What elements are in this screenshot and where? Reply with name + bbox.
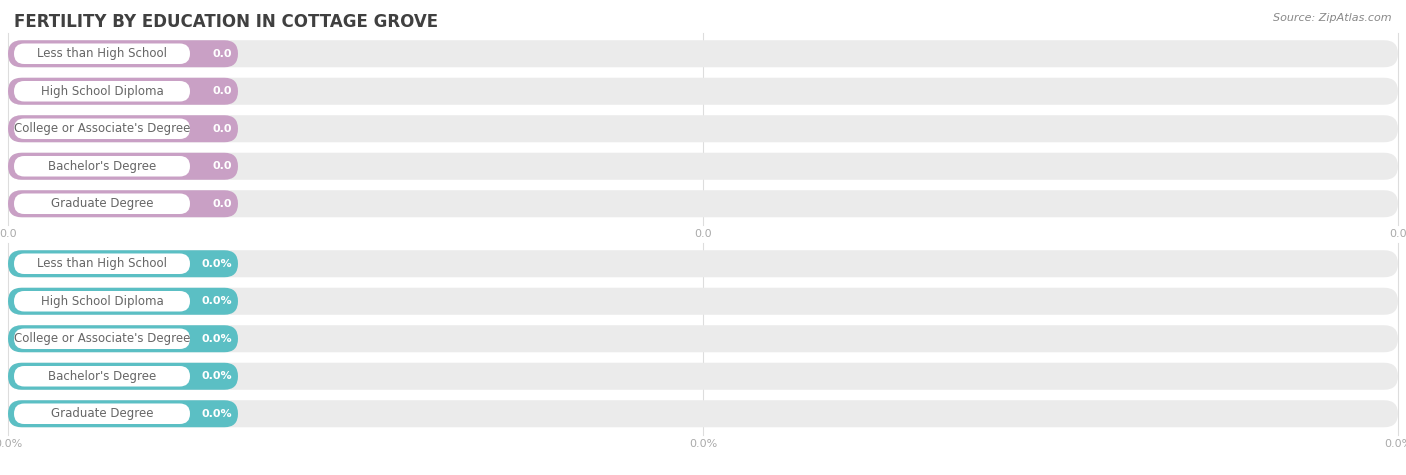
FancyBboxPatch shape (14, 193, 190, 214)
FancyBboxPatch shape (8, 400, 1398, 427)
Text: Bachelor's Degree: Bachelor's Degree (48, 370, 156, 383)
FancyBboxPatch shape (8, 153, 1398, 180)
Text: 0.0: 0.0 (695, 229, 711, 239)
FancyBboxPatch shape (8, 288, 1398, 315)
Text: 0.0: 0.0 (212, 161, 232, 171)
Text: 0.0%: 0.0% (201, 371, 232, 381)
FancyBboxPatch shape (14, 44, 190, 64)
FancyBboxPatch shape (8, 250, 1398, 277)
Text: High School Diploma: High School Diploma (41, 85, 163, 98)
FancyBboxPatch shape (8, 115, 238, 142)
Text: 0.0%: 0.0% (1384, 439, 1406, 449)
Text: Graduate Degree: Graduate Degree (51, 197, 153, 210)
Text: 0.0: 0.0 (212, 199, 232, 209)
FancyBboxPatch shape (14, 118, 190, 139)
Text: 0.0: 0.0 (212, 124, 232, 134)
FancyBboxPatch shape (8, 78, 1398, 105)
FancyBboxPatch shape (8, 250, 238, 277)
FancyBboxPatch shape (8, 40, 1398, 67)
Text: Less than High School: Less than High School (37, 257, 167, 270)
Text: Source: ZipAtlas.com: Source: ZipAtlas.com (1274, 13, 1392, 23)
Text: 0.0%: 0.0% (201, 334, 232, 344)
Text: 0.0%: 0.0% (201, 259, 232, 269)
Text: Less than High School: Less than High School (37, 47, 167, 60)
Text: 0.0: 0.0 (0, 229, 17, 239)
Text: Graduate Degree: Graduate Degree (51, 407, 153, 420)
FancyBboxPatch shape (8, 190, 238, 217)
Text: 0.0: 0.0 (212, 49, 232, 59)
FancyBboxPatch shape (14, 366, 190, 387)
Text: College or Associate's Degree: College or Associate's Degree (14, 122, 190, 135)
FancyBboxPatch shape (14, 291, 190, 312)
FancyBboxPatch shape (14, 329, 190, 349)
FancyBboxPatch shape (14, 81, 190, 102)
Text: 0.0: 0.0 (1389, 229, 1406, 239)
Text: College or Associate's Degree: College or Associate's Degree (14, 332, 190, 345)
Text: 0.0%: 0.0% (689, 439, 717, 449)
Text: 0.0%: 0.0% (201, 296, 232, 306)
FancyBboxPatch shape (8, 288, 238, 315)
FancyBboxPatch shape (8, 153, 238, 180)
FancyBboxPatch shape (8, 400, 238, 427)
FancyBboxPatch shape (8, 363, 238, 390)
Text: 0.0: 0.0 (212, 86, 232, 96)
Text: 0.0%: 0.0% (201, 409, 232, 419)
FancyBboxPatch shape (8, 363, 1398, 390)
Text: FERTILITY BY EDUCATION IN COTTAGE GROVE: FERTILITY BY EDUCATION IN COTTAGE GROVE (14, 13, 439, 31)
FancyBboxPatch shape (14, 403, 190, 424)
FancyBboxPatch shape (8, 325, 1398, 352)
FancyBboxPatch shape (14, 254, 190, 274)
FancyBboxPatch shape (8, 40, 238, 67)
FancyBboxPatch shape (8, 78, 238, 105)
FancyBboxPatch shape (8, 115, 1398, 142)
FancyBboxPatch shape (8, 190, 1398, 217)
Text: 0.0%: 0.0% (0, 439, 22, 449)
FancyBboxPatch shape (14, 156, 190, 177)
Text: High School Diploma: High School Diploma (41, 295, 163, 308)
FancyBboxPatch shape (8, 325, 238, 352)
Text: Bachelor's Degree: Bachelor's Degree (48, 160, 156, 173)
